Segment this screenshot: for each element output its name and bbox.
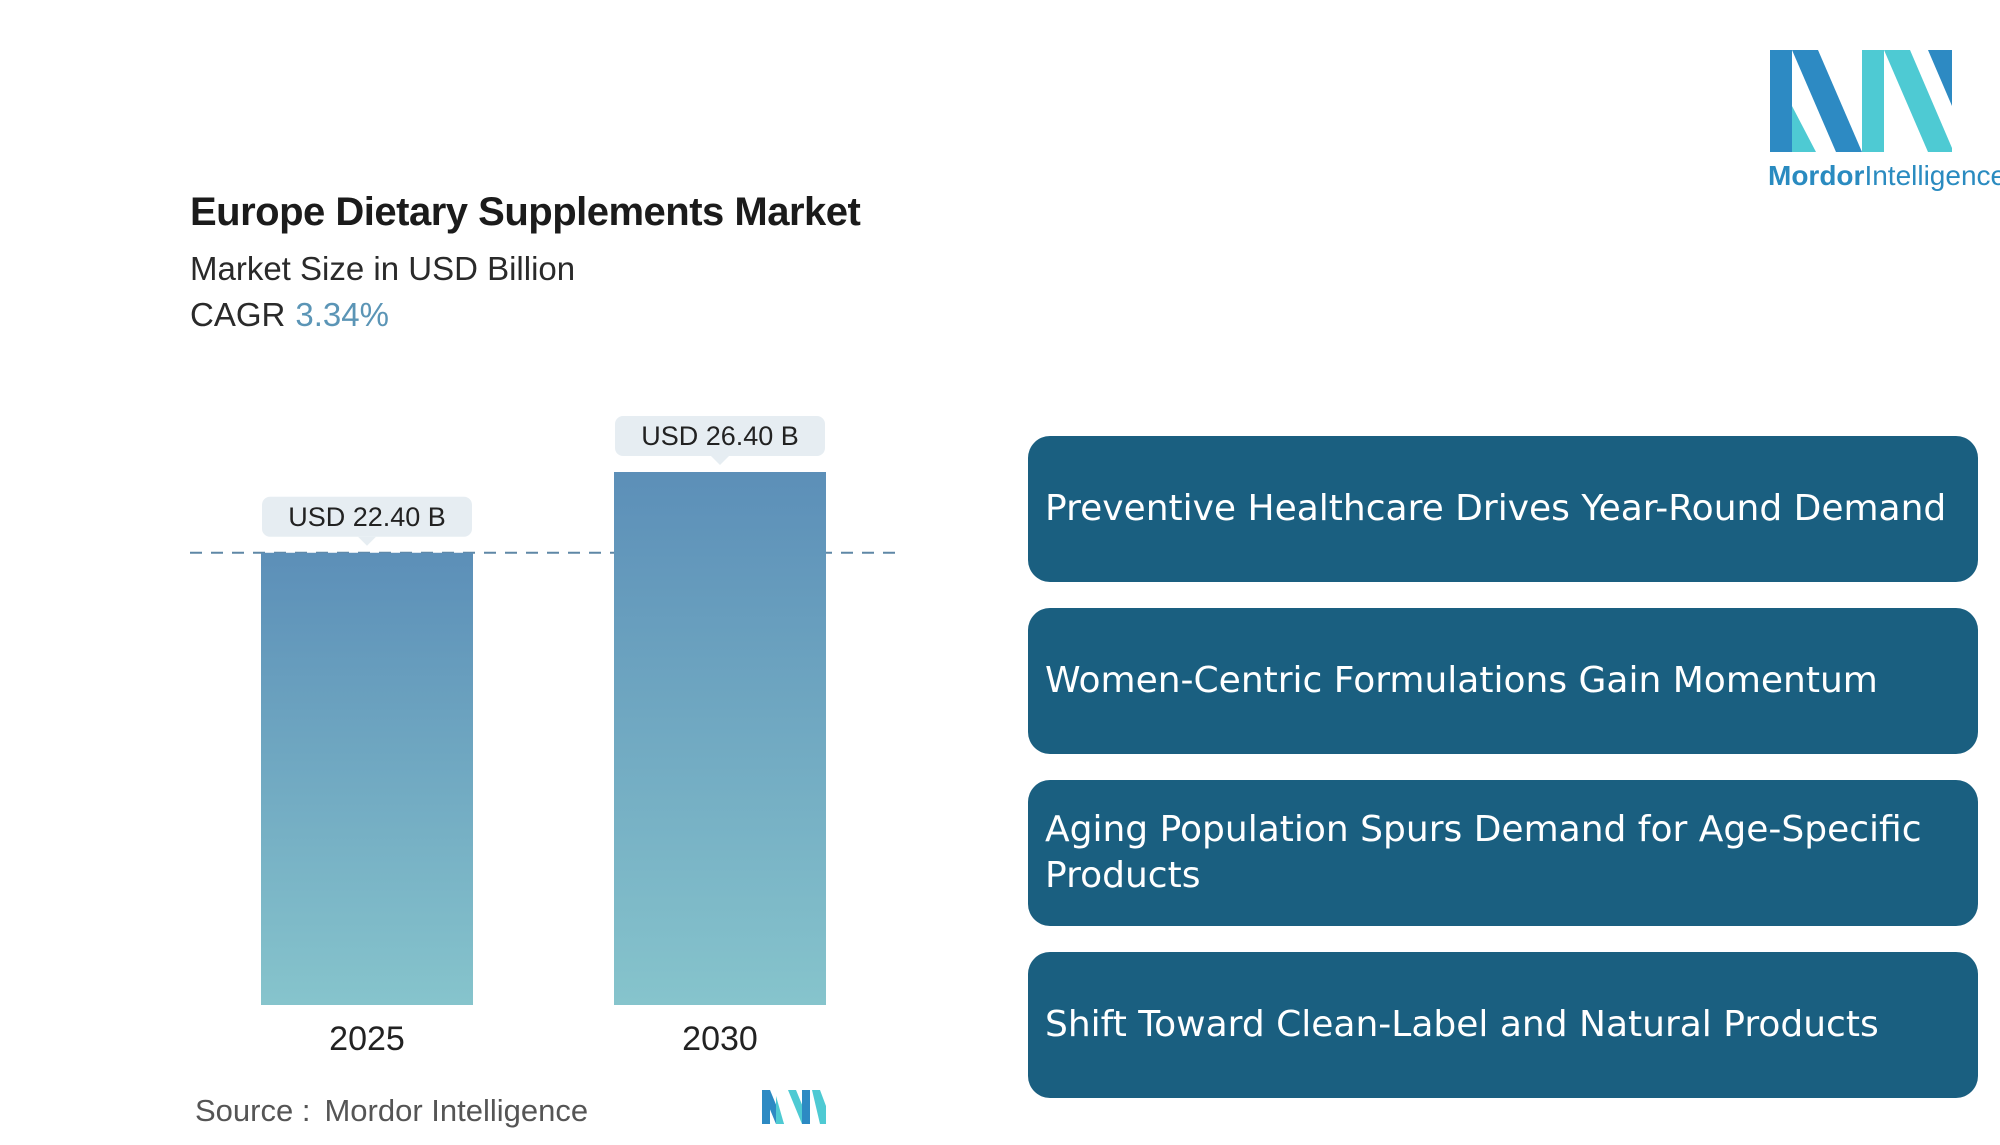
- highlight-text: Shift Toward Clean-Label and Natural Pro…: [1045, 1004, 1879, 1045]
- value-label-pointer: [358, 536, 376, 546]
- cagr-label: CAGR: [190, 296, 286, 333]
- value-label-bg: [615, 416, 825, 456]
- chart-title: Europe Dietary Supplements Market: [190, 190, 861, 234]
- bar: [614, 472, 826, 1005]
- data-label: USD 26.40 B: [641, 421, 799, 451]
- highlight-text: Aging Population Spurs Demand for Age-Sp…: [1045, 809, 1922, 896]
- highlight-card: Women-Centric Formulations Gain Momentum: [1028, 608, 1978, 754]
- source-label: Source :: [195, 1093, 311, 1128]
- highlight-card: Shift Toward Clean-Label and Natural Pro…: [1028, 952, 1978, 1098]
- brand-name-rest: Intelligence: [1864, 160, 2000, 191]
- highlight-card: Preventive Healthcare Drives Year-Round …: [1028, 436, 1978, 582]
- highlight-text: Women-Centric Formulations Gain Momentum: [1045, 660, 1878, 701]
- cagr-line: CAGR 3.34%: [190, 296, 389, 334]
- x-tick-label: 2030: [682, 1020, 758, 1058]
- x-tick-label: 2025: [329, 1020, 405, 1058]
- bar: [261, 552, 473, 1005]
- source-line: Source : Mordor Intelligence: [195, 1093, 588, 1129]
- value-label-pointer: [711, 456, 729, 465]
- chart-subtitle: Market Size in USD Billion: [190, 250, 576, 287]
- source-name: Mordor Intelligence: [324, 1093, 589, 1128]
- cagr-value: 3.34%: [295, 296, 389, 333]
- mordor-logo-small-icon: [762, 1090, 826, 1124]
- mordor-logo-text: MordorIntelligence: [1768, 160, 2000, 192]
- data-label: USD 22.40 B: [288, 502, 446, 532]
- value-label-bg: [262, 496, 472, 537]
- brand-name-bold: Mordor: [1768, 160, 1865, 191]
- bar-chart: USD 22.40 B 2025 USD 26.40 B 2030: [190, 416, 902, 1058]
- mordor-logo-icon: [1770, 50, 1952, 152]
- highlight-text: Preventive Healthcare Drives Year-Round …: [1045, 488, 1947, 529]
- highlight-card: Aging Population Spurs Demand for Age-Sp…: [1028, 780, 1978, 926]
